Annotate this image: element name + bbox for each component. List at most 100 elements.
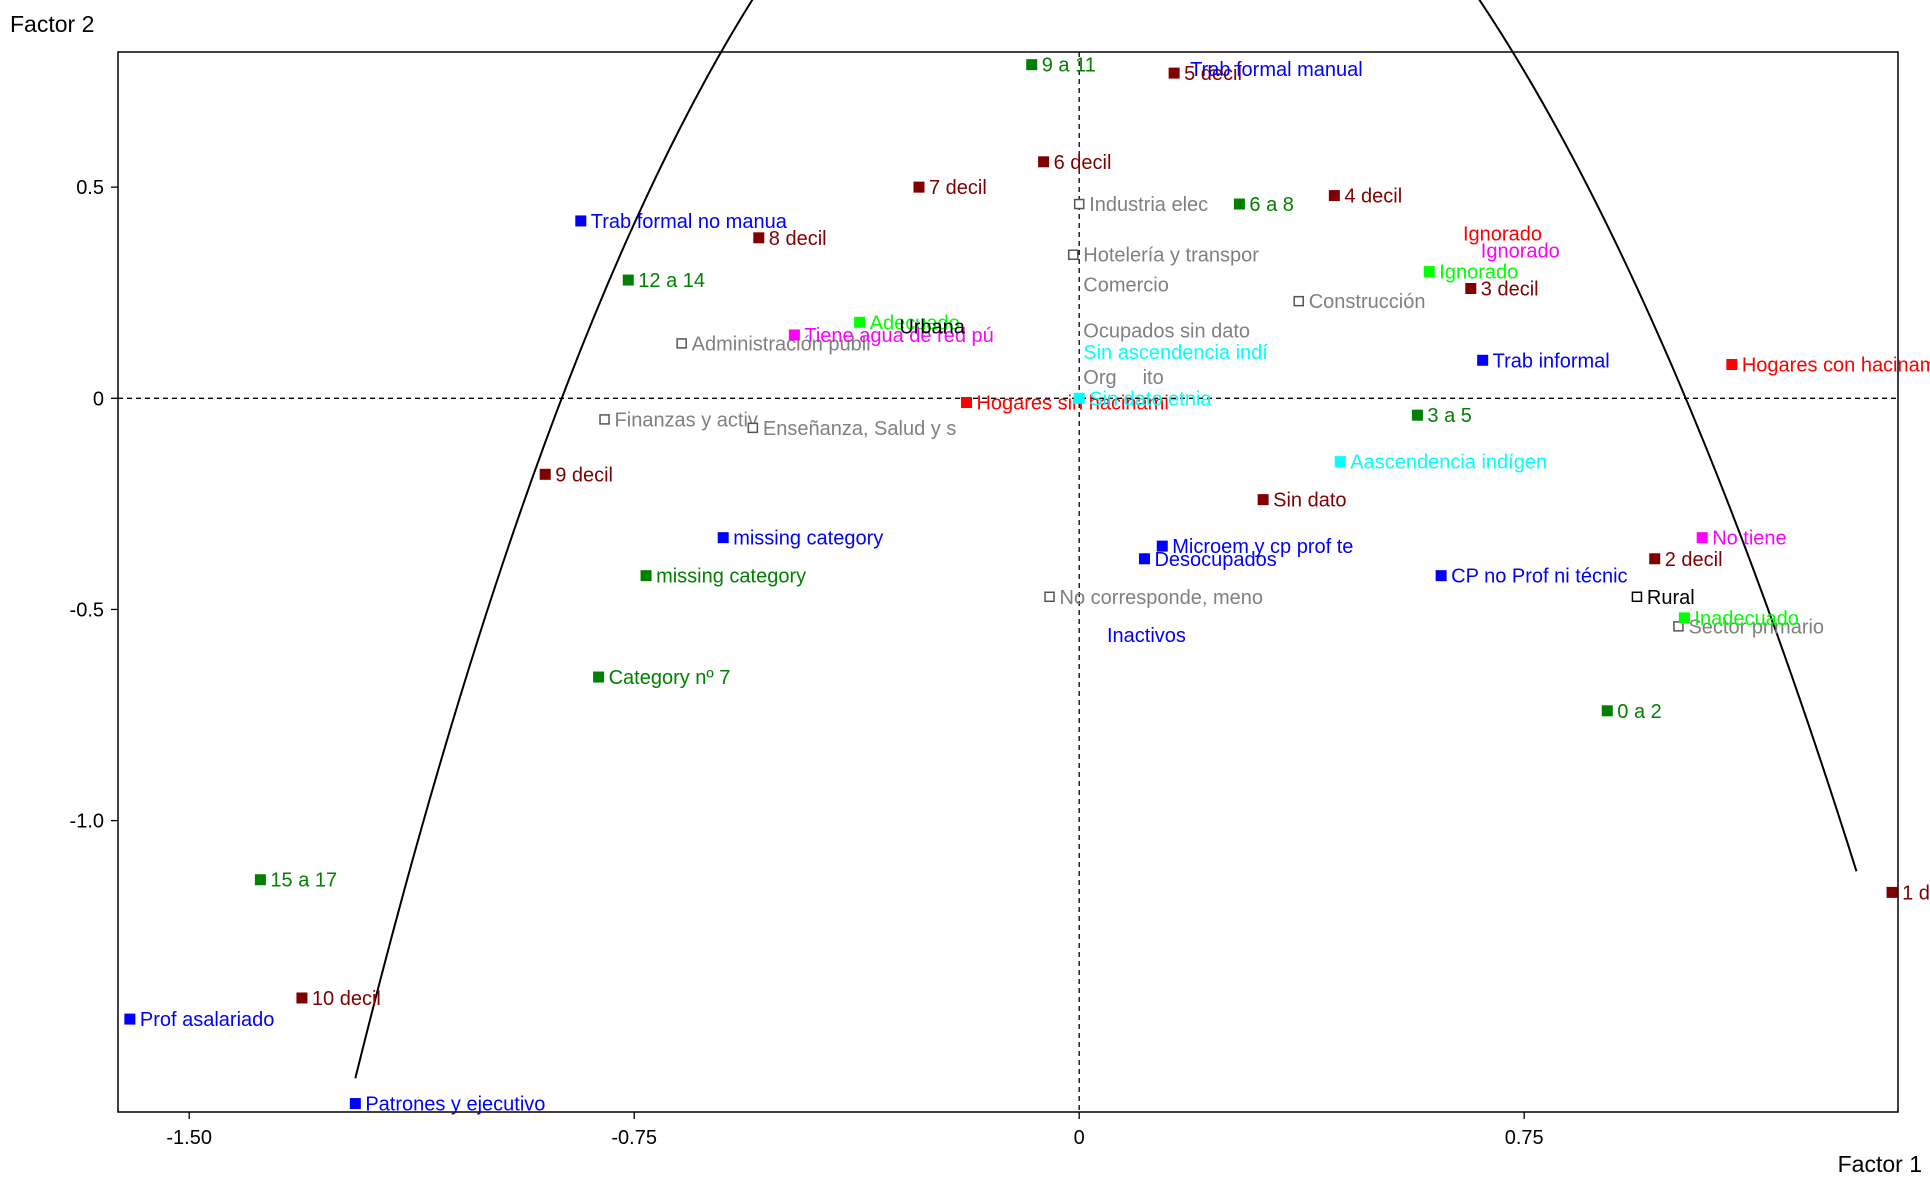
point-marker [124,1013,136,1025]
point-marker [1631,591,1643,603]
point-label: Sin dato etnia [1089,388,1212,410]
point-administracion-publi: Administración públi [676,333,871,355]
point-marker [349,1098,361,1110]
point-desocupados: Desocupados [1138,549,1277,571]
point-8-decil: 8 decil [753,228,827,250]
point-6-decil: 6 decil [1038,152,1111,174]
point-marker [1328,190,1340,202]
point-adecuado: Adecuado [854,312,960,334]
point-marker [1073,392,1085,404]
point-label: Administración públi [692,333,871,355]
point-label: missing category [656,566,806,588]
point-marker [1168,67,1180,79]
point-label: 6 a 8 [1249,194,1293,216]
point-org: Org [1083,367,1116,389]
point-marker [1477,354,1489,366]
point-label: Finanzas y activ [615,409,758,431]
point-inactivos: Inactivos [1107,625,1186,647]
point-construccion: Construcción [1293,291,1426,313]
point-label: 5 decil [1184,63,1242,85]
point-label: 4 decil [1344,186,1402,208]
point-10-decil: 10 decil [296,988,381,1010]
point-label: Trab formal no manua [591,211,788,233]
point-label: Prof asalariado [140,1009,275,1031]
point-marker [1156,540,1168,552]
axis-ticks: -1.50 -0.75 0 0.75 0.5 0 -0.5 -1.0 [70,177,1544,1149]
point-label: missing category [733,528,883,550]
point-label: Sin ascendencia indí [1083,342,1268,364]
point-marker [1068,249,1079,260]
point-9-a-11: 9 a 11 [1026,55,1096,77]
point-label: 15 a 17 [270,870,337,892]
point-missing-category: missing category [640,566,806,588]
point-marker [788,329,800,341]
data-points: 1 decil 2 decil 3 decil 4 decil 5 decil 6 dec… [124,55,1930,1116]
point-category-n-7: Category nº 7 [593,667,730,689]
point-cp-no-prof-ni-tecnic: CP no Prof ni técnic [1435,566,1628,588]
point-label: Adecuado [870,312,960,334]
point-1-decil: 1 decil [1886,882,1930,904]
point-label: 6 decil [1054,152,1112,174]
point-label: 2 decil [1665,549,1723,571]
point-marker [539,468,551,480]
point-label: ito [1143,367,1164,389]
point-label: 9 decil [555,464,613,486]
point-label: 9 a 11 [1042,55,1096,77]
point-label: Construcción [1309,291,1426,313]
point-3-a-5: 3 a 5 [1411,405,1472,427]
point-marker [1293,295,1304,307]
point-marker [1233,198,1245,210]
x-tick-label: -0.75 [611,1127,657,1149]
point-label: 10 decil [312,988,381,1010]
point-label: No tiene [1712,528,1787,550]
point-3-decil: 3 decil [1465,278,1539,300]
point-no-corresponde-meno: No corresponde, meno [1044,587,1263,609]
point-hogares-con-hacinami: Hogares con hacinami [1726,355,1930,377]
plot-frame [117,51,1899,1113]
point-label: 12 a 14 [638,270,705,292]
point-label: 3 a 5 [1427,405,1471,427]
point-marker [599,414,610,425]
point-industria-elec: Industria elec [1073,194,1208,216]
point-label: Urbana [899,317,965,339]
y-tick-label: -1.0 [70,811,104,833]
point-label: Enseñanza, Salud y s [763,418,956,440]
point-label: Tiene agua de red pú [804,325,993,347]
point-label: Sector primario [1688,616,1824,638]
point-sin-dato-etnia: Sin dato etnia [1073,388,1212,410]
point-12-a-14: 12 a 14 [622,270,705,292]
point-marker [717,532,729,544]
point-label: Inadecuado [1694,608,1799,630]
point-9-decil: 9 decil [539,464,613,486]
point-trab-formal-manual: Trab formal manual [1190,59,1363,81]
point-marker [960,397,972,409]
trajectory-curve [354,0,1858,1079]
y-tick-label: 0.5 [76,177,104,199]
point-0-a-2: 0 a 2 [1601,701,1662,723]
point-label: Microem y cp prof te [1172,536,1353,558]
point-ignorado: Ignorado [1481,240,1560,262]
point-marker [1026,59,1038,71]
point-marker [1678,612,1690,624]
y-axis-title: Factor 2 [10,11,94,37]
point-inadecuado: Inadecuado [1678,608,1799,630]
point-6-a-8: 6 a 8 [1233,194,1294,216]
point-label: Desocupados [1154,549,1276,571]
point-marker [676,338,687,349]
point-label: 7 decil [929,177,987,199]
point-label: Category nº 7 [609,667,731,689]
point-7-decil: 7 decil [913,177,987,199]
point-marker [1334,456,1346,468]
point-label: Patrones y ejecutivo [365,1094,545,1116]
point-tiene-agua-de-red-pu: Tiene agua de red pú [788,325,994,347]
point-marker [1411,409,1423,421]
point-label: 0 a 2 [1617,701,1661,723]
point-label: Aascendencia indígen [1350,452,1547,474]
point-marker [1696,532,1708,544]
point-ensenanza-salud-y-s: Enseñanza, Salud y s [747,418,956,440]
point-marker [640,570,652,582]
point-no-tiene: No tiene [1696,528,1787,550]
y-tick-label: -0.5 [70,599,104,621]
